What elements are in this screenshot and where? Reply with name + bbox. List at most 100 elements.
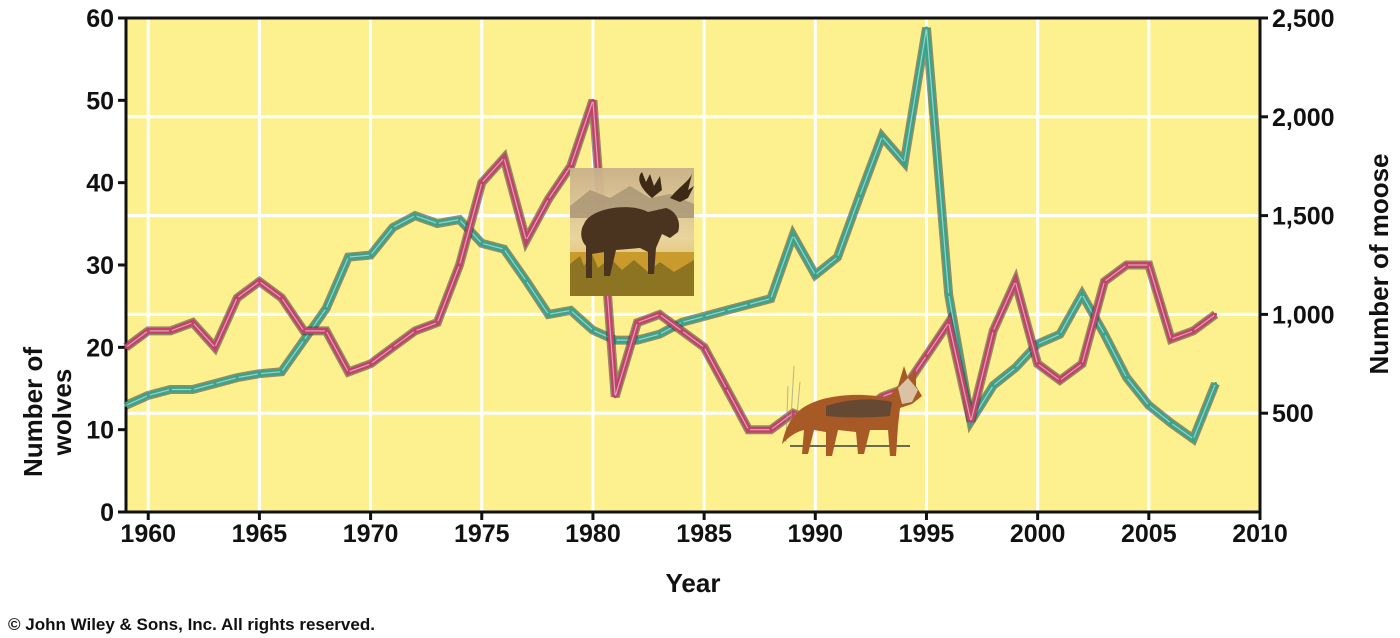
wolves-point: [947, 321, 951, 325]
wolves-point: [324, 329, 328, 333]
moose-point: [435, 222, 439, 226]
wolves-point: [235, 296, 239, 300]
wolves-point: [613, 395, 617, 399]
x-tick-label: 1995: [899, 520, 955, 548]
moose-point: [836, 255, 840, 259]
wolves-point: [991, 329, 995, 333]
wolves-point: [168, 329, 172, 333]
y-right-tick-label: 1,000: [1272, 301, 1335, 329]
moose-point: [502, 247, 506, 251]
moose-point: [480, 241, 484, 245]
x-tick-label: 1985: [676, 520, 732, 548]
series-layer: [123, 26, 1220, 446]
moose-point: [947, 293, 951, 297]
moose-point: [302, 338, 306, 342]
moose-point: [1013, 366, 1017, 370]
wolves-point: [546, 197, 550, 201]
wolves-point: [191, 321, 195, 325]
wolves-point: [1102, 279, 1106, 283]
x-tick-label: 1980: [565, 520, 621, 548]
y-left-tick-label: 50: [86, 87, 114, 115]
moose-illustration: [570, 168, 694, 296]
moose-point: [569, 308, 573, 312]
x-tick-label: 1960: [120, 520, 176, 548]
wolves-point: [747, 428, 751, 432]
wolves-point: [369, 362, 373, 366]
moose-point: [235, 376, 239, 380]
moose-point: [680, 320, 684, 324]
x-tick-label: 2000: [1010, 520, 1066, 548]
y-right-tick-label: 1,500: [1272, 203, 1335, 231]
wolves-point: [146, 329, 150, 333]
moose-point: [324, 306, 328, 310]
moose-point: [257, 372, 261, 376]
y-right-axis-title: Number of moose: [1364, 153, 1394, 374]
wolves-point: [413, 329, 417, 333]
x-tick-label: 1975: [454, 520, 510, 548]
moose-point: [880, 135, 884, 139]
wolves-point: [213, 345, 217, 349]
wolves-point: [791, 411, 795, 415]
x-tick-label: 2005: [1121, 520, 1177, 548]
x-tick-label: 1965: [232, 520, 288, 548]
moose-point: [1102, 332, 1106, 336]
wolves-point: [502, 156, 506, 160]
wolves-point: [1147, 263, 1151, 267]
moose-point: [591, 328, 595, 332]
y-left-tick-label: 30: [86, 252, 114, 280]
moose-point: [724, 308, 728, 312]
moose-point: [280, 370, 284, 374]
x-tick-label: 2010: [1232, 520, 1288, 548]
axis-layer: 1960 1965 1970 1975 1980 1985 1990 1995 2000 2005…: [8, 5, 1394, 634]
y-left-tick-label: 10: [86, 417, 114, 445]
moose-point: [702, 314, 706, 318]
wolves-point: [591, 98, 595, 102]
wolves-point: [1013, 279, 1017, 283]
wolves-point: [1125, 263, 1129, 267]
wolves-point: [724, 387, 728, 390]
wolves-point: [257, 279, 261, 283]
y-left-tick-label: 60: [86, 5, 114, 33]
moose-point: [168, 387, 172, 391]
moose-point: [1058, 332, 1062, 336]
wolves-point: [124, 345, 128, 349]
wolves-point: [346, 370, 350, 374]
moose-point: [924, 26, 928, 30]
wolves-point: [769, 428, 773, 432]
wolves-point: [458, 263, 462, 267]
x-tick-label: 1970: [343, 520, 399, 548]
moose-point: [1169, 421, 1173, 425]
moose-point: [346, 255, 350, 259]
y-left-tick-label: 0: [100, 499, 114, 527]
wolves-point: [680, 329, 684, 333]
moose-point: [191, 387, 195, 391]
y-left-axis-title: Number ofwolves: [18, 347, 77, 477]
wolf-illustration: [782, 365, 922, 456]
x-axis-title: Year: [666, 568, 721, 598]
moose-point: [658, 332, 662, 336]
moose-point: [902, 160, 906, 164]
y-left-axis-title-line: wolves: [47, 369, 77, 457]
wolves-point: [480, 181, 484, 185]
moose-point: [1214, 382, 1218, 386]
moose-point: [546, 312, 550, 316]
wolves-point: [1080, 362, 1084, 366]
x-tick-label: 1990: [787, 520, 843, 548]
moose-point: [1191, 437, 1195, 441]
y-left-tick-label: 40: [86, 170, 114, 198]
wolves-point: [524, 238, 528, 242]
wolves-point: [280, 296, 284, 300]
moose-point: [747, 303, 751, 307]
wolves-point: [1058, 378, 1062, 382]
moose-point: [458, 218, 462, 222]
wolves-point: [702, 345, 706, 349]
y-left-tick-label: 20: [86, 334, 114, 362]
wolves-point: [969, 419, 973, 423]
moose-point: [413, 214, 417, 218]
wolves-point: [658, 312, 662, 316]
moose-point: [813, 273, 817, 277]
moose-point: [213, 382, 217, 386]
wolves-point: [1191, 329, 1195, 333]
